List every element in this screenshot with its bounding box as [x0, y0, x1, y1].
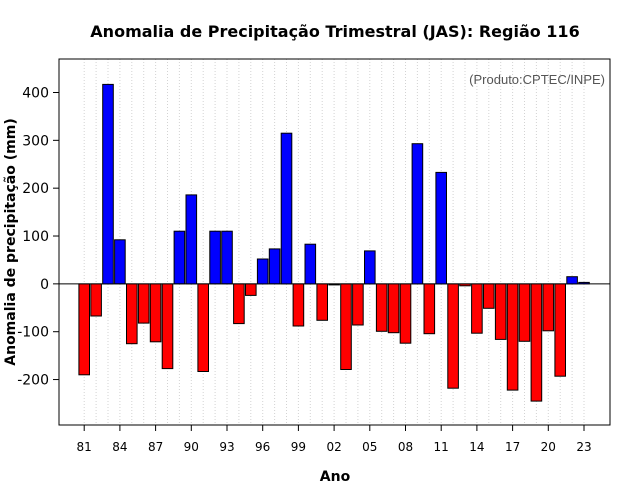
bar-1991	[197, 283, 209, 372]
grid-lines	[83, 59, 585, 425]
y-tick-label: 400	[22, 85, 49, 101]
bar-1985	[126, 283, 138, 345]
y-axis: -200 -100 0 100 200 300 400	[17, 85, 59, 389]
y-tick-label: 100	[22, 229, 49, 245]
bar-1992	[209, 230, 221, 285]
x-tick-label: 96	[255, 440, 270, 454]
bar-2015	[483, 283, 495, 309]
chart-title: Anomalia de Precipitação Trimestral (JAS…	[90, 22, 579, 41]
bar-2023	[578, 281, 590, 285]
bar-2006	[375, 283, 388, 332]
bar-2009	[411, 143, 424, 285]
bar-2014	[471, 283, 483, 334]
bar-1995	[245, 283, 257, 296]
x-tick-label: 81	[77, 440, 92, 454]
bar-1994	[233, 283, 245, 325]
bar-1987	[149, 283, 162, 343]
bar-2008	[399, 283, 412, 344]
bar-2002	[328, 283, 340, 286]
x-tick-label: 14	[469, 440, 484, 454]
y-tick-label: 300	[22, 133, 49, 149]
y-tick-label: -200	[17, 373, 49, 389]
bar-1996	[256, 258, 269, 285]
bar-2012	[447, 283, 459, 389]
bar-1998	[280, 132, 293, 285]
y-tick-label: 200	[22, 181, 49, 197]
y-axis-title: Anomalia de precipitação (mm)	[3, 118, 19, 365]
y-tick-label: -100	[17, 325, 49, 341]
bar-1997	[268, 248, 281, 285]
x-tick-label: 23	[576, 440, 591, 454]
y-tick-label: 0	[40, 277, 49, 293]
bar-2005	[364, 250, 376, 285]
credit-label: (Produto:CPTEC/INPE)	[469, 72, 605, 87]
x-tick-label: 02	[326, 440, 341, 454]
x-tick-label: 87	[148, 440, 163, 454]
bar-1993	[221, 230, 233, 285]
bar-2017	[506, 283, 519, 391]
bar-1982	[90, 283, 102, 317]
bar-2003	[340, 283, 352, 370]
bar-2018	[518, 283, 531, 342]
bar-2016	[494, 283, 507, 340]
x-axis-title: Ano	[320, 469, 351, 485]
bar-1999	[292, 283, 305, 327]
bar-2007	[387, 283, 400, 334]
bar-2001	[316, 283, 328, 321]
bar-1988	[161, 283, 174, 370]
x-tick-label: 90	[184, 440, 199, 454]
x-tick-label: 08	[398, 440, 413, 454]
bar-2000	[304, 243, 317, 285]
bars	[78, 83, 590, 402]
x-tick-label: 84	[112, 440, 127, 454]
bar-1990	[185, 194, 198, 285]
x-axis: 81 84 87 90 93 96 99 02 05 08 11 14 17 20 23	[77, 425, 592, 454]
bar-2010	[423, 283, 436, 335]
bar-2011	[435, 171, 447, 285]
bar-2013	[459, 283, 471, 287]
bar-1984	[114, 239, 126, 285]
bar-1983	[102, 83, 114, 285]
x-tick-label: 20	[541, 440, 556, 454]
x-tick-label: 11	[434, 440, 449, 454]
x-tick-label: 05	[362, 440, 377, 454]
bar-2022	[566, 276, 578, 285]
bar-1986	[137, 283, 150, 324]
bar-2020	[542, 283, 555, 332]
x-tick-label: 17	[505, 440, 520, 454]
x-tick-label: 93	[219, 440, 234, 454]
bar-2019	[530, 283, 543, 402]
bar-2004	[352, 283, 364, 326]
bar-1989	[173, 230, 186, 285]
bar-1981	[78, 283, 91, 376]
bar-2021	[554, 283, 567, 377]
x-tick-label: 99	[291, 440, 306, 454]
